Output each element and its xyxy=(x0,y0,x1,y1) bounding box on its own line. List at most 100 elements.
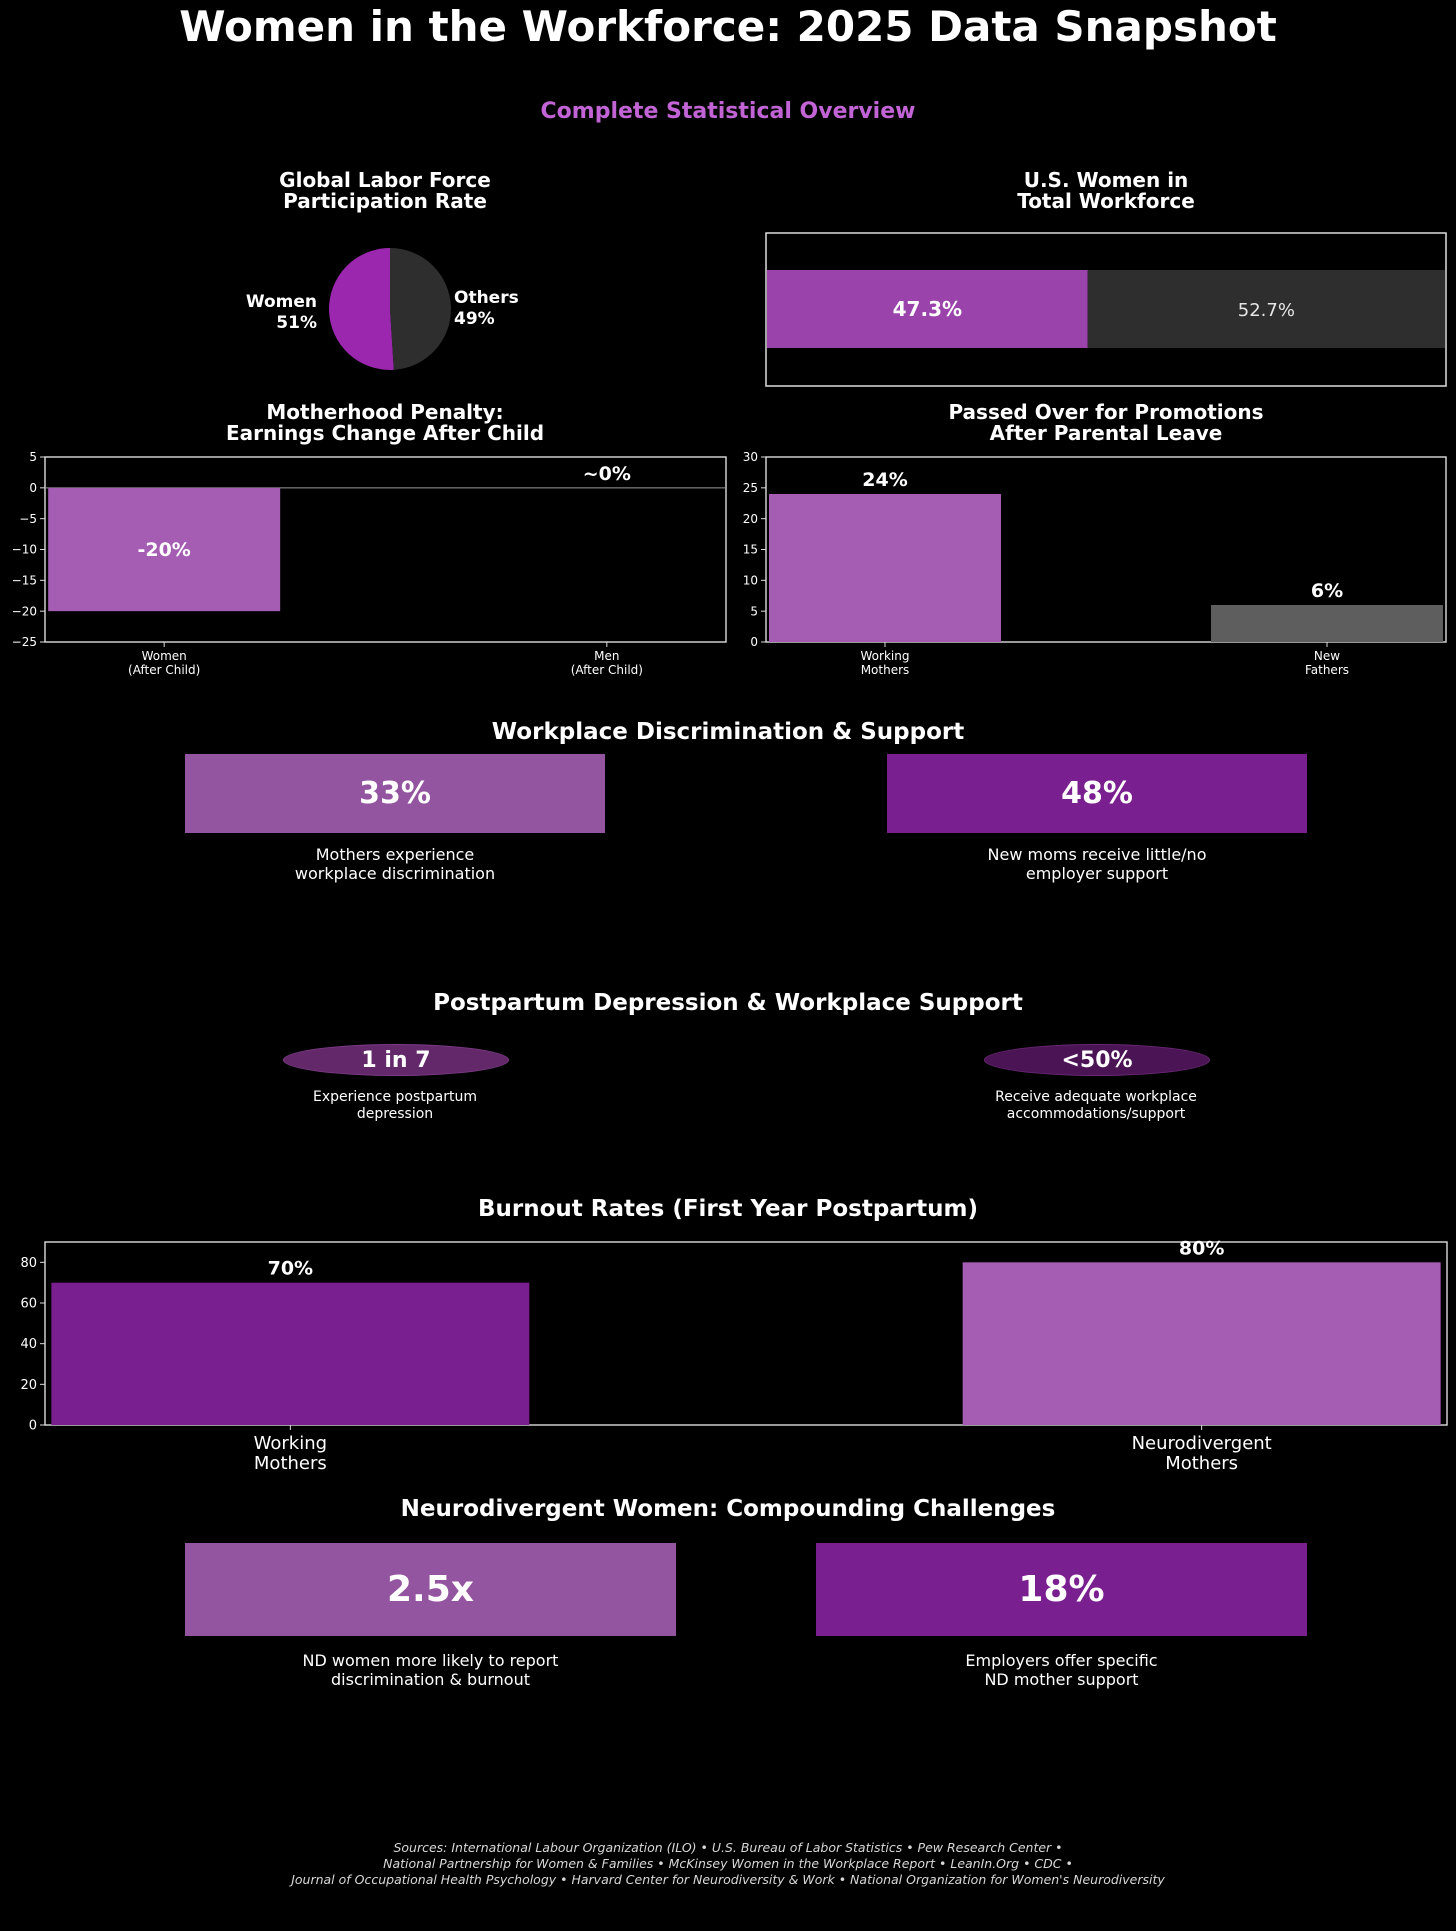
discrimination-stat-box: 33% xyxy=(185,754,605,833)
y-tick-label: −15 xyxy=(12,574,37,588)
bar-value-label: ~0% xyxy=(583,463,631,485)
pie-chart: Women 51% Others 49% xyxy=(246,248,519,370)
page-title: Women in the Workforce: 2025 Data Snapsh… xyxy=(179,2,1277,51)
y-tick-label: 80 xyxy=(20,1256,37,1271)
nd-discrimination-desc-line1: ND women more likely to report xyxy=(302,1651,559,1670)
bar-value-label: 6% xyxy=(1311,580,1343,602)
pie-label-others-name: Others xyxy=(454,288,519,308)
bar-value-label: 24% xyxy=(862,469,907,491)
sources-footnote: Sources: International Labour Organizati… xyxy=(0,1840,1456,1888)
discrimination-stat-desc: Mothers experience workplace discriminat… xyxy=(185,845,605,883)
nd-discrimination-stat-box: 2.5x xyxy=(185,1543,676,1636)
bar-value-label: 80% xyxy=(1179,1237,1224,1259)
workforce-frame xyxy=(765,232,1447,387)
employer-support-stat-box: 48% xyxy=(887,754,1307,833)
y-tick-label: 20 xyxy=(20,1378,37,1393)
sources-line3: Journal of Occupational Health Psycholog… xyxy=(291,1872,1165,1887)
x-tick-label: Mothers xyxy=(254,1453,327,1474)
accommodations-desc: Receive adequate workplace accommodation… xyxy=(946,1089,1246,1123)
workforce-chart: 47.3% 52.7% xyxy=(765,232,1447,387)
pie-chart-title: Global Labor Force Participation Rate xyxy=(185,170,585,212)
penalty-chart: 50−5−10−15−20−25-20%Women(After Child)~0… xyxy=(12,450,727,677)
nd-discrimination-stat-desc: ND women more likely to report discrimin… xyxy=(185,1651,676,1689)
bar-value-label: 70% xyxy=(268,1258,313,1280)
promotion-title-line1: Passed Over for Promotions xyxy=(948,400,1264,424)
accommodations-desc-line2: accommodations/support xyxy=(1006,1106,1186,1122)
penalty-title-line2: Earnings Change After Child xyxy=(225,421,545,445)
page-subtitle: Complete Statistical Overview xyxy=(540,99,916,124)
postpartum-section-title: Postpartum Depression & Workplace Suppor… xyxy=(433,990,1023,1016)
penalty-chart-title: Motherhood Penalty: Earnings Change Afte… xyxy=(185,402,585,444)
bar xyxy=(48,487,281,612)
workforce-bar-others xyxy=(1087,270,1445,348)
bar xyxy=(962,1262,1441,1425)
x-tick-label: Working xyxy=(254,1433,327,1454)
bar-value-label: -20% xyxy=(137,539,190,561)
postpartum-depression-ellipse: 1 in 7 xyxy=(283,1044,509,1076)
x-tick-label: Mothers xyxy=(1165,1453,1238,1474)
nd-support-stat-box: 18% xyxy=(816,1543,1307,1636)
accommodations-ellipse: <50% xyxy=(984,1044,1210,1076)
discrimination-desc-line2: workplace discrimination xyxy=(294,864,496,883)
discrimination-section-title: Workplace Discrimination & Support xyxy=(491,719,965,745)
y-tick-label: 25 xyxy=(743,481,758,495)
bar xyxy=(51,1282,530,1425)
y-tick-label: 20 xyxy=(743,512,758,526)
pie-slice-others xyxy=(390,248,451,370)
x-tick-label: (After Child) xyxy=(571,663,643,677)
y-tick-label: −25 xyxy=(12,635,37,649)
bar xyxy=(769,494,1001,642)
y-tick-label: 60 xyxy=(20,1297,37,1312)
y-tick-label: 0 xyxy=(750,635,758,649)
pie-label-others-value: 49% xyxy=(454,309,495,329)
pie-label-women-value: 51% xyxy=(276,313,317,333)
y-tick-label: 5 xyxy=(29,450,37,464)
nd-discrimination-desc-line2: discrimination & burnout xyxy=(331,1670,530,1689)
employer-support-desc-line2: employer support xyxy=(1025,864,1169,883)
promotion-title-line2: After Parental Leave xyxy=(989,421,1223,445)
promotion-chart-title: Passed Over for Promotions After Parenta… xyxy=(906,402,1306,444)
workforce-title-line1: U.S. Women in xyxy=(1023,168,1189,192)
pie-slice-women xyxy=(328,248,394,370)
x-tick-label: Mothers xyxy=(861,663,910,677)
y-tick-label: 10 xyxy=(743,574,758,588)
discrimination-desc-line1: Mothers experience xyxy=(315,845,475,864)
x-tick-label: Fathers xyxy=(1305,663,1349,677)
pie-title-line2: Participation Rate xyxy=(283,189,487,213)
employer-support-desc-line1: New moms receive little/no xyxy=(987,845,1207,864)
y-tick-label: 15 xyxy=(743,543,758,557)
workforce-title-line2: Total Workforce xyxy=(1017,189,1195,213)
y-tick-label: 0 xyxy=(29,1419,37,1434)
sources-line1: Sources: International Labour Organizati… xyxy=(393,1840,1063,1855)
neurodivergent-section-title: Neurodivergent Women: Compounding Challe… xyxy=(400,1496,1056,1522)
employer-support-stat-desc: New moms receive little/no employer supp… xyxy=(887,845,1307,883)
nd-support-desc-line2: ND mother support xyxy=(984,1670,1139,1689)
workforce-label-women: 47.3% xyxy=(893,297,962,321)
x-tick-label: Working xyxy=(861,649,910,663)
plot-frame xyxy=(44,1241,1448,1426)
pie-title-line1: Global Labor Force xyxy=(279,168,491,192)
y-tick-label: −5 xyxy=(19,512,37,526)
nd-support-stat-desc: Employers offer specific ND mother suppo… xyxy=(816,1651,1307,1689)
bar xyxy=(1211,605,1443,642)
y-tick-label: −20 xyxy=(12,604,37,618)
y-tick-label: 30 xyxy=(743,450,758,464)
nd-support-desc-line1: Employers offer specific xyxy=(965,1651,1158,1670)
x-tick-label: Women xyxy=(142,649,187,663)
y-tick-label: −10 xyxy=(12,543,37,557)
sources-line2: National Partnership for Women & Familie… xyxy=(383,1856,1073,1871)
postpartum-depression-desc-line1: Experience postpartum xyxy=(313,1089,477,1105)
y-tick-label: 5 xyxy=(750,604,758,618)
workforce-label-others: 52.7% xyxy=(1238,300,1295,321)
pie-label-women-name: Women xyxy=(246,292,317,312)
accommodations-desc-line1: Receive adequate workplace xyxy=(995,1089,1197,1105)
workforce-chart-title: U.S. Women in Total Workforce xyxy=(906,170,1306,212)
x-tick-label: New xyxy=(1314,649,1340,663)
penalty-title-line1: Motherhood Penalty: xyxy=(266,400,504,424)
postpartum-depression-desc-line2: depression xyxy=(356,1106,434,1122)
postpartum-depression-desc: Experience postpartum depression xyxy=(245,1089,545,1123)
x-tick-label: Men xyxy=(594,649,619,663)
y-tick-label: 40 xyxy=(20,1337,37,1352)
